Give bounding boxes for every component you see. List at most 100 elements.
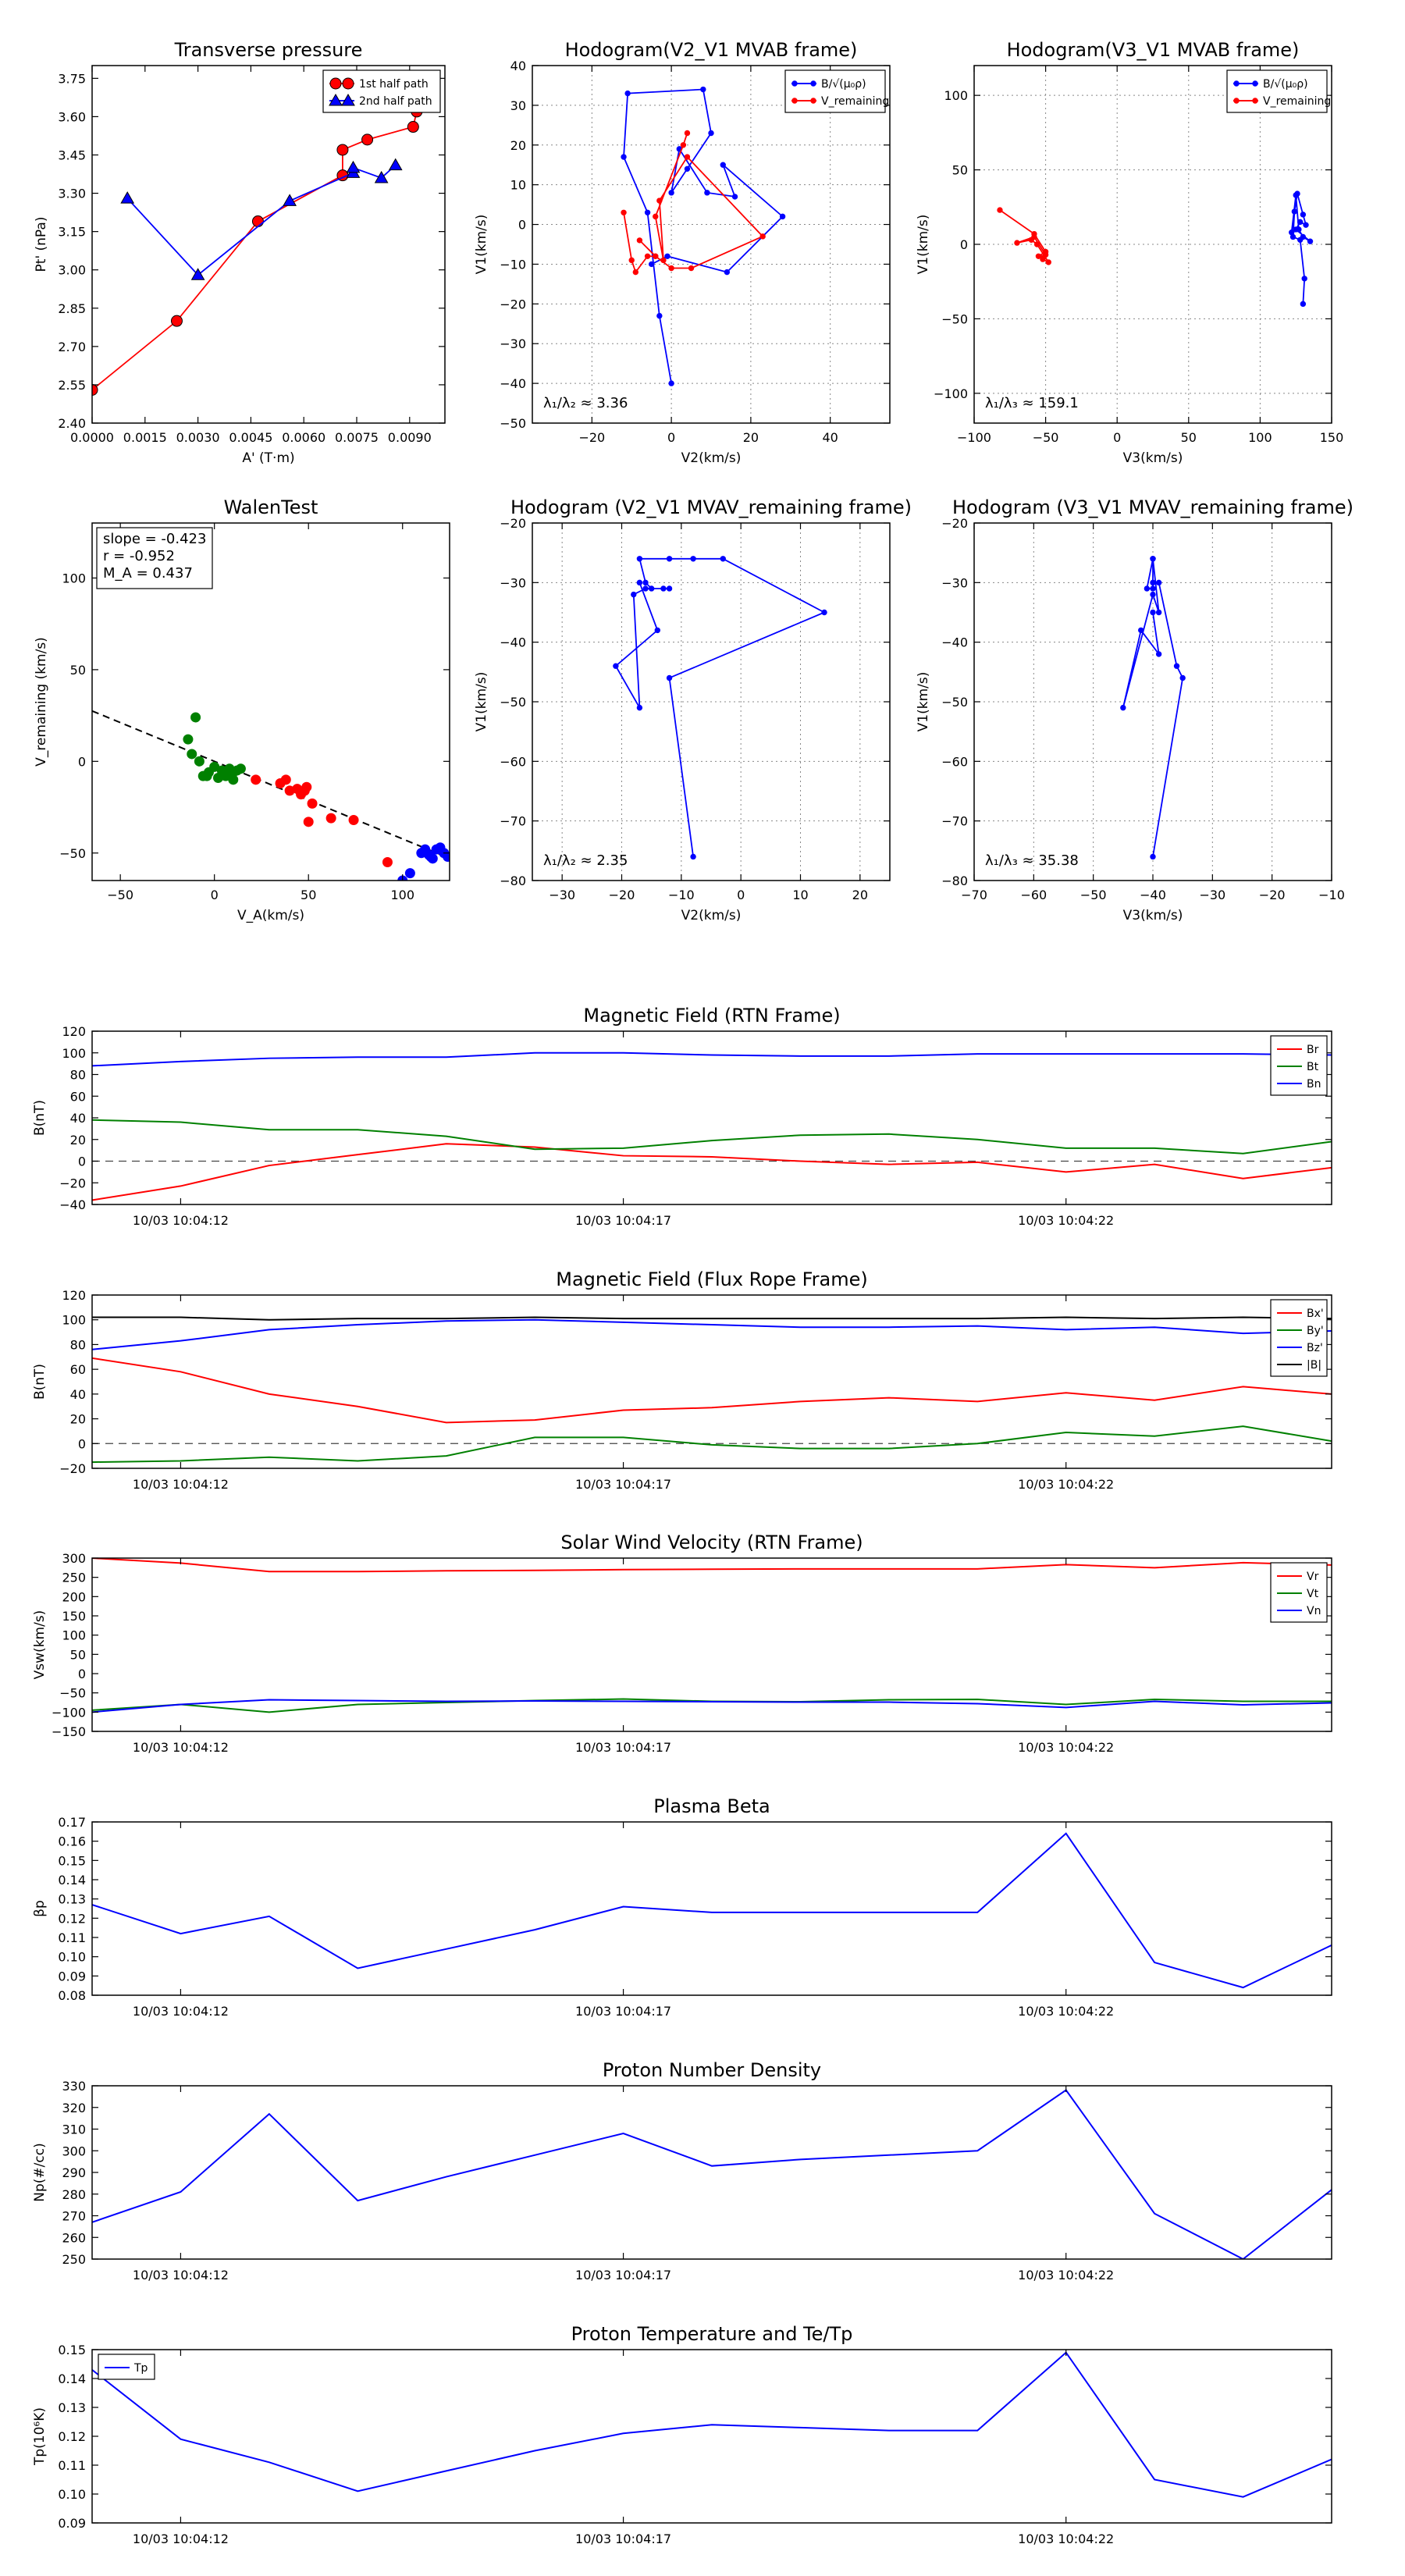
data-point: [644, 253, 651, 259]
y-tick-label: 0.12: [58, 1911, 86, 1926]
y-tick-label: 250: [62, 1571, 86, 1585]
legend-label: V_remaining: [1263, 95, 1331, 108]
data-point: [280, 774, 291, 785]
y-tick-label: 0.10: [58, 1950, 86, 1965]
x-axis-label: V_A(km/s): [237, 908, 304, 923]
legend: Vr Vt Vn: [1270, 1562, 1328, 1623]
y-tick-label: 60: [70, 1089, 86, 1104]
y-tick-label: 150: [62, 1609, 86, 1624]
y-tick-label: 120: [62, 1288, 86, 1303]
data-point: [779, 213, 786, 220]
data-point: [660, 585, 667, 592]
y-tick-label: −50: [59, 846, 86, 861]
y-tick-label: 0: [518, 218, 526, 233]
data-point: [283, 194, 297, 206]
data-point: [361, 133, 374, 146]
data-point: [1045, 259, 1051, 265]
legend-box: [1226, 69, 1328, 113]
plot-area: [92, 1316, 1332, 1464]
y-tick-label: −20: [941, 516, 968, 531]
series-line-Bt: [92, 1119, 1332, 1155]
data-point: [690, 853, 696, 860]
y-tick-label: 3.60: [58, 109, 86, 124]
x-tick-label: −60: [1020, 888, 1047, 902]
y-tick-label: 100: [62, 1313, 86, 1328]
data-point: [1300, 301, 1307, 308]
x-tick-label: 10/03 10:04:17: [575, 2004, 671, 2019]
x-tick-label: 0: [211, 888, 219, 902]
x-tick-label: 10/03 10:04:22: [1018, 2532, 1114, 2546]
x-tick-label: 0.0075: [335, 430, 379, 445]
legend-label: Vt: [1307, 1588, 1319, 1600]
data-point: [1173, 663, 1180, 669]
eigenvalue-ratio-annotation: λ₁/λ₂ ≈ 3.36: [543, 395, 628, 411]
chart-title: WalenTest: [224, 496, 318, 518]
y-tick-label: 0.13: [58, 1892, 86, 1907]
series-line-Vn: [92, 1699, 1332, 1713]
chart-title: Transverse pressure: [174, 39, 363, 61]
data-point: [642, 585, 649, 592]
y-tick-label: −80: [941, 873, 968, 888]
data-point: [666, 556, 673, 562]
y-tick-label: −40: [500, 376, 526, 391]
x-tick-label: 150: [1320, 430, 1344, 445]
data-point: [680, 142, 687, 148]
y-tick-label: 300: [62, 2144, 86, 2158]
legend-label: B/√(μ₀ρ): [821, 78, 866, 91]
data-point: [303, 817, 314, 827]
y-tick-label: 50: [952, 163, 968, 178]
eigenvalue-ratio-annotation: λ₁/λ₃ ≈ 159.1: [985, 395, 1079, 411]
plot-area: [997, 190, 1314, 308]
y-tick-label: −150: [52, 1724, 86, 1739]
x-axis-label: V3(km/s): [1123, 450, 1183, 466]
y-tick-label: 310: [62, 2122, 86, 2137]
data-point: [427, 853, 438, 864]
axes-frame: [91, 1030, 1332, 1205]
x-tick-label: 0.0045: [229, 430, 272, 445]
y-tick-label: 270: [62, 2209, 86, 2224]
x-tick-label: 10/03 10:04:22: [1018, 2268, 1114, 2282]
legend-marker: [1252, 98, 1258, 104]
data-point: [631, 591, 637, 598]
series-line-beta: [92, 1832, 1332, 1989]
data-point: [660, 257, 667, 264]
axes-frame: [91, 1557, 1332, 1732]
x-tick-label: −100: [957, 430, 991, 445]
stats-box: [96, 527, 213, 589]
y-tick-label: 0.12: [58, 2429, 86, 2444]
x-tick-label: −50: [1033, 430, 1059, 445]
data-point: [1150, 585, 1156, 592]
x-tick-label: 0.0015: [123, 430, 167, 445]
y-tick-label: −40: [59, 1197, 86, 1212]
y-tick-label: −50: [59, 1686, 86, 1701]
y-axis-label: Tp(10⁶K): [32, 2407, 48, 2466]
data-point: [690, 556, 696, 562]
x-tick-label: −70: [961, 888, 987, 902]
y-tick-label: 2.40: [58, 416, 86, 431]
plot-area: [613, 556, 827, 860]
data-point: [407, 121, 419, 133]
x-tick-label: 10/03 10:04:22: [1018, 1477, 1114, 1492]
data-point: [636, 556, 643, 562]
data-point: [170, 315, 183, 327]
y-tick-label: 0.09: [58, 2516, 86, 2531]
data-point: [632, 269, 639, 276]
data-point: [251, 774, 261, 785]
chart-title: Hodogram(V3_V1 MVAB frame): [1007, 39, 1300, 61]
x-tick-label: −50: [107, 888, 133, 902]
y-tick-label: 0.14: [58, 2371, 86, 2386]
legend-marker: [329, 77, 342, 90]
data-point: [187, 749, 197, 760]
x-axis-label: V3(km/s): [1123, 908, 1183, 923]
data-point: [1303, 222, 1309, 228]
chart-t4: Plasma Beta 10/03 10:04:12 10/03 10:04:17 1…: [32, 1795, 1332, 2019]
plot-area: [92, 1832, 1332, 1989]
y-tick-label: 2.55: [58, 378, 86, 393]
y-tick-label: 300: [62, 1551, 86, 1566]
y-tick-label: −10: [500, 257, 526, 272]
data-point: [1296, 226, 1302, 233]
y-tick-label: 0.13: [58, 2400, 86, 2415]
data-point: [821, 609, 827, 616]
data-point: [684, 154, 691, 160]
legend-marker: [341, 93, 355, 106]
